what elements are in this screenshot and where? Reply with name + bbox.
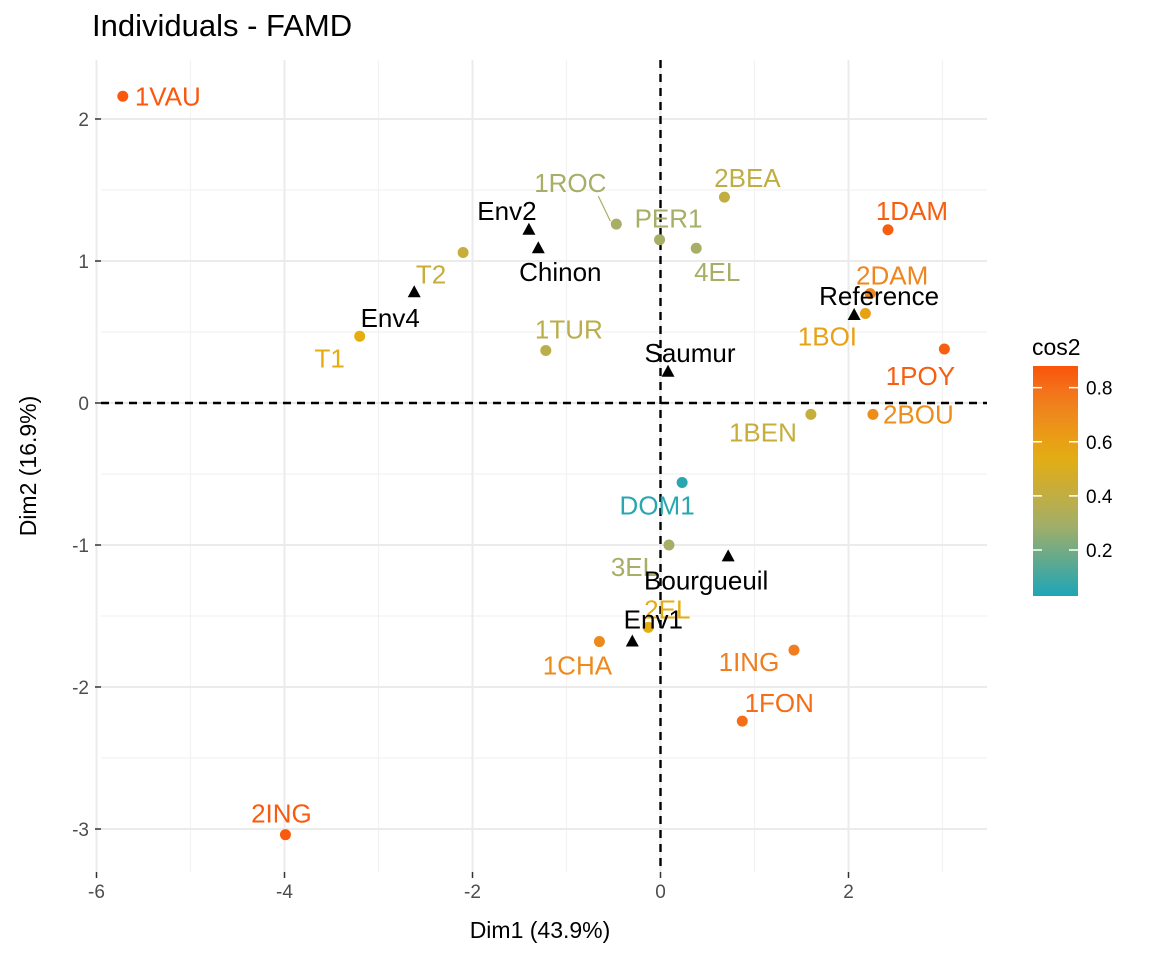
individual-point: [690, 242, 702, 254]
legend-tick-label: 0.6: [1086, 433, 1112, 454]
supplementary-point: [847, 307, 861, 320]
supplementary-label: Chinon: [519, 257, 601, 287]
minor-gridlines: [101, 60, 987, 872]
supplementary-label: Bourgueuil: [644, 565, 768, 595]
individual-point: [788, 644, 800, 656]
individual-label: T1: [315, 343, 345, 373]
supplementary-label: Reference: [819, 281, 939, 311]
individual-point: [718, 191, 730, 203]
legend-tick-label: 0.4: [1086, 487, 1113, 508]
individual-point: [867, 408, 879, 420]
individual-point: [805, 408, 817, 420]
x-tick-label: -6: [88, 882, 105, 903]
major-gridlines: [95, 60, 987, 872]
supplementary-point: [625, 634, 639, 647]
reference-lines: [101, 60, 987, 872]
individual-point: [663, 539, 675, 551]
y-tick-label: 1: [78, 252, 89, 273]
individual-label: 4EL: [694, 257, 740, 287]
supplementary-label: Saumur: [644, 338, 735, 368]
legend-colorbar: [1033, 366, 1078, 596]
supplementary-point: [407, 285, 421, 298]
y-tick-label: 2: [78, 110, 89, 131]
x-tick-label: 0: [655, 882, 666, 903]
individual-point: [736, 715, 748, 727]
individual-point: [593, 636, 605, 648]
individual-label: 1POY: [886, 361, 955, 391]
x-tick-label: -2: [464, 882, 481, 903]
individual-label: 1ROC: [534, 168, 606, 198]
individual-point: [279, 829, 291, 841]
individual-label: 1BEN: [729, 417, 797, 447]
supplementary-point: [721, 549, 735, 562]
individual-point: [540, 344, 552, 356]
individual-point: [354, 330, 366, 342]
individual-label: 3EL: [611, 552, 657, 582]
legend-tick-label: 0.8: [1086, 379, 1112, 400]
legend-tick-label: 0.2: [1086, 541, 1112, 562]
y-tick-label: -3: [72, 820, 89, 841]
x-tick-label: -4: [276, 882, 293, 903]
label-connector: [597, 195, 611, 222]
individual-point: [864, 288, 876, 300]
y-tick-label: -2: [72, 678, 89, 699]
plot-panel: [101, 60, 987, 872]
individual-point: [938, 343, 950, 355]
individual-point: [676, 477, 688, 489]
individual-point: [117, 90, 129, 102]
individual-point: [610, 218, 622, 230]
supplementary-label: Env4: [361, 303, 420, 333]
axes: -6 -4 -2 0 2 -3 -2 -1 0 1 2: [72, 110, 854, 903]
chart-marks: [117, 90, 950, 841]
y-tick-label: -1: [72, 536, 89, 557]
point-labels: 1VAU 2ING T1 T2 1TUR 1ROC PER1 2BEA 4EL 1DAM 2DAM 1…: [135, 81, 955, 828]
individual-label: T2: [416, 259, 446, 289]
individual-label: 1BOI: [798, 322, 857, 352]
individual-label: DOM1: [620, 491, 695, 521]
individual-label: 2DAM: [856, 261, 928, 291]
individual-label: 1VAU: [135, 81, 201, 111]
individual-label: 1CHA: [543, 651, 613, 681]
supplementary-label: Env2: [477, 196, 536, 226]
individual-label: 1ING: [719, 647, 780, 677]
individual-label: 2ING: [251, 799, 312, 829]
supplementary-point: [531, 241, 545, 254]
individual-label: 1DAM: [876, 196, 948, 226]
legend-title: cos2: [1032, 334, 1081, 360]
y-tick-label: 0: [78, 394, 89, 415]
x-axis-title: Dim1 (43.9%): [470, 917, 611, 943]
individual-point: [882, 224, 894, 236]
individual-label: 2BEA: [714, 163, 781, 193]
individual-label: 1FON: [745, 688, 814, 718]
individual-label: PER1: [635, 204, 703, 234]
supplementary-point: [522, 222, 536, 235]
x-tick-label: 2: [843, 882, 854, 903]
supplementary-point: [661, 364, 675, 377]
individual-point: [654, 234, 666, 246]
chart-title: Individuals - FAMD: [92, 8, 353, 43]
individual-point: [859, 308, 871, 320]
individual-label: 1TUR: [535, 314, 603, 344]
individual-point: [457, 246, 469, 258]
cos2-legend: cos2 0.2 0.4 0.6 0.8: [1032, 334, 1113, 596]
y-axis-title: Dim2 (16.9%): [15, 396, 41, 537]
individual-point: [642, 621, 654, 633]
individual-label: 2EL: [644, 594, 690, 624]
individual-label: 2BOU: [883, 399, 954, 429]
supplementary-label: Env1: [624, 605, 683, 635]
